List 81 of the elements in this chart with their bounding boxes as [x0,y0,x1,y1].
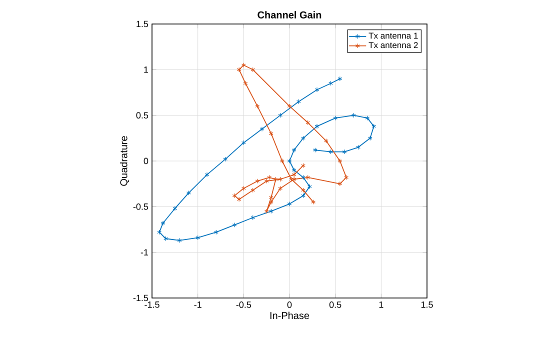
x-axis-title: In-Phase [270,312,310,320]
point [157,230,162,235]
legend-label: Tx antenna 1 [368,32,418,39]
point [301,188,306,193]
point [204,172,210,178]
point [351,112,356,118]
point [236,196,242,202]
x-tick-label: -0.5 [236,302,252,308]
point [287,104,292,109]
legend-label: Tx antenna 2 [368,42,418,48]
x-tick-label: 0.5 [329,302,342,308]
point [287,158,292,164]
point [338,158,342,164]
point [172,206,178,211]
point [301,174,306,180]
point [267,174,272,180]
point [160,220,166,226]
point [278,112,283,118]
point [301,136,306,141]
y-tick-label: 1.5 [136,20,148,28]
point [338,181,342,186]
y-tick-label: -1.5 [133,294,148,302]
point [333,116,338,121]
x-tick-label: -1 [194,302,202,308]
point [177,238,182,243]
x-tick-label: 1 [379,302,384,308]
point [287,201,292,206]
point [214,230,218,235]
point [324,138,328,144]
y-tick-label: 1 [144,66,148,73]
point [232,222,237,228]
point [372,124,376,129]
point [255,178,260,184]
point [356,144,360,150]
point [296,99,301,104]
y-tick-label: -0.5 [133,203,148,210]
point [268,131,274,136]
point [301,193,306,198]
point [314,87,320,92]
y-tick-label: 0.5 [136,112,148,119]
point [264,178,269,184]
point [260,126,264,132]
y-tick-label: 0 [144,158,148,164]
point [236,67,242,72]
point [232,193,237,198]
point [289,176,294,182]
point [250,67,256,72]
point [328,80,333,86]
point [280,158,284,164]
point [223,156,228,162]
point [328,149,333,154]
point [243,80,248,86]
point [196,235,200,240]
point [268,208,274,214]
point [274,176,278,182]
x-tick-label: 1.5 [421,302,433,308]
point [368,136,372,141]
point [255,104,260,109]
chart-title: Channel Gain [258,11,322,18]
point [306,174,310,180]
x-tick-label: 0 [287,302,292,308]
point [344,174,349,180]
point [314,124,320,129]
point [292,168,296,173]
point [306,120,310,126]
point [241,140,246,146]
point [241,62,246,68]
y-tick-label: -1 [140,249,148,256]
point [250,188,256,193]
point [164,236,168,242]
point [307,184,312,190]
point [292,148,296,153]
point [365,116,370,121]
point [278,186,283,191]
point [250,215,256,220]
y-axis-title: Quadrature [120,136,130,186]
point [241,186,246,191]
point [186,190,191,196]
point [278,176,283,182]
point [342,149,347,154]
point [264,208,269,214]
